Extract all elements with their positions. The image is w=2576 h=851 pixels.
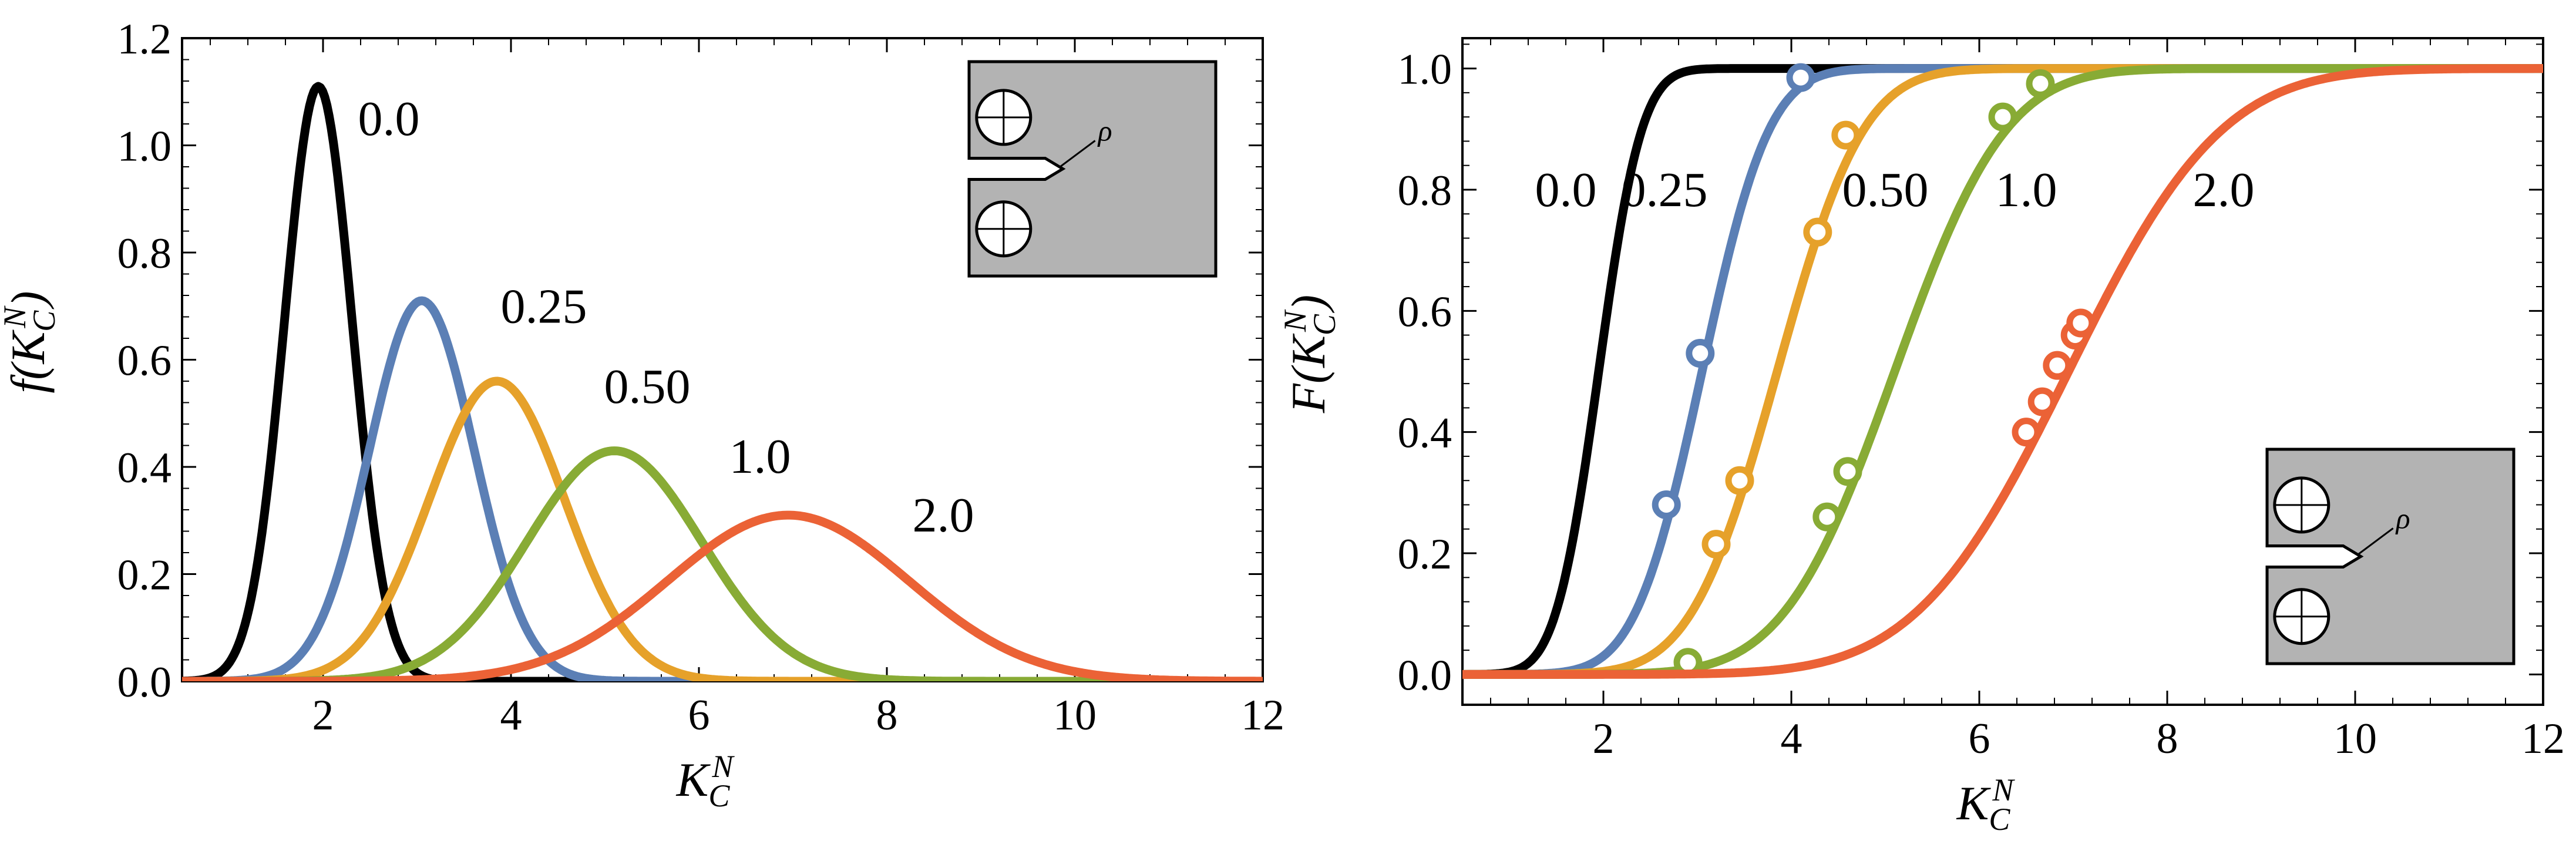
data-point-0.50 (1701, 530, 1731, 559)
data-point-1.0 (1812, 502, 1842, 532)
y-tick-label: 0.4 (117, 444, 172, 492)
y-tick-label: 1.0 (1398, 46, 1452, 94)
data-point-0.25 (1786, 63, 1815, 92)
series-group (182, 82, 1263, 681)
series-line-0.50 (182, 376, 1263, 681)
y-tick-label: 1.2 (117, 15, 172, 63)
data-point-0.50 (1725, 466, 1754, 495)
data-point-1.0 (2026, 69, 2055, 98)
curve-label-1.0: 1.0 (1996, 163, 2057, 217)
data-point-0.25 (1686, 339, 1715, 368)
curve-label-0.25: 0.25 (1622, 163, 1708, 217)
x-tick-label: 10 (1053, 691, 1097, 739)
curve-label-0.0: 0.0 (1535, 163, 1597, 217)
x-tick-label: 12 (2521, 715, 2565, 763)
curve-label-2.0: 2.0 (2193, 163, 2255, 217)
series-line-2.0 (1462, 64, 2543, 679)
data-point-0.50 (1803, 217, 1832, 247)
y-tick-label: 0.6 (117, 337, 172, 385)
x-tick-label: 8 (876, 691, 898, 739)
x-axis-label: KCN (676, 749, 735, 813)
curve-label-1.0: 1.0 (729, 429, 791, 484)
specimen-inset: ρ (2265, 448, 2516, 665)
y-tick-label: 0.2 (1398, 530, 1452, 578)
data-point-1.0 (1833, 457, 1862, 486)
rho-label: ρ (1097, 115, 1112, 147)
y-axis-label: f(KCN) (0, 291, 62, 393)
specimen-inset: ρ (967, 60, 1218, 278)
plot-frame (1461, 37, 2544, 706)
data-point-2.0 (2012, 418, 2041, 447)
y-tick-label: 0.0 (1398, 651, 1452, 699)
x-tick-label: 4 (1781, 715, 1802, 763)
x-tick-label: 6 (1969, 715, 1990, 763)
y-tick-label: 0.4 (1398, 409, 1452, 458)
x-tick-label: 2 (1593, 715, 1615, 763)
data-point-2.0 (2043, 351, 2072, 380)
rho-leader (1060, 140, 1096, 167)
y-tick-label: 1.0 (117, 123, 172, 171)
y-tick-label: 0.8 (1398, 167, 1452, 215)
x-tick-label: 8 (2157, 715, 2178, 763)
rho-label: ρ (2395, 502, 2410, 535)
x-tick-label: 4 (500, 691, 522, 739)
curve-label-0.50: 0.50 (1842, 163, 1929, 217)
y-axis-label: F(KCN) (1277, 295, 1342, 413)
data-point-2.0 (2066, 308, 2096, 338)
curve-label-0.0: 0.0 (358, 92, 420, 146)
x-tick-label: 12 (1241, 691, 1284, 739)
curve-label-0.25: 0.25 (501, 279, 587, 334)
data-point-1.0 (1988, 102, 2017, 132)
ticks (182, 37, 1264, 682)
y-tick-label: 0.8 (117, 230, 172, 278)
series-line-0.25 (182, 296, 1263, 681)
x-tick-label: 10 (2333, 715, 2377, 763)
x-tick-label: 6 (688, 691, 710, 739)
x-tick-label: 2 (312, 691, 334, 739)
rho-leader (2358, 527, 2394, 555)
cdf-chart: 2 4 6 8 10 12 0.0 0.2 0.4 0.6 0.8 1.0 KCN F(KCN) ρ 0.0 0… (1277, 37, 2565, 837)
data-point-0.25 (1652, 490, 1681, 519)
y-tick-label: 0.6 (1398, 288, 1452, 336)
series-line-2.0 (182, 510, 1263, 681)
data-point-0.50 (1831, 120, 1861, 150)
y-tick-label: 0.0 (117, 658, 172, 707)
data-point-2.0 (2027, 387, 2057, 416)
x-axis-label: KCN (1956, 772, 2016, 837)
curve-label-2.0: 2.0 (913, 488, 974, 543)
pdf-chart: 2 4 6 8 10 12 0.0 0.2 0.4 0.6 0.8 1.0 1.2 KCN f(KCN) ρ 0… (0, 15, 1284, 813)
series-group (1462, 63, 2543, 679)
y-tick-label: 0.2 (117, 551, 172, 600)
series-line-0.0 (182, 82, 1263, 681)
curve-label-0.50: 0.50 (604, 359, 691, 414)
